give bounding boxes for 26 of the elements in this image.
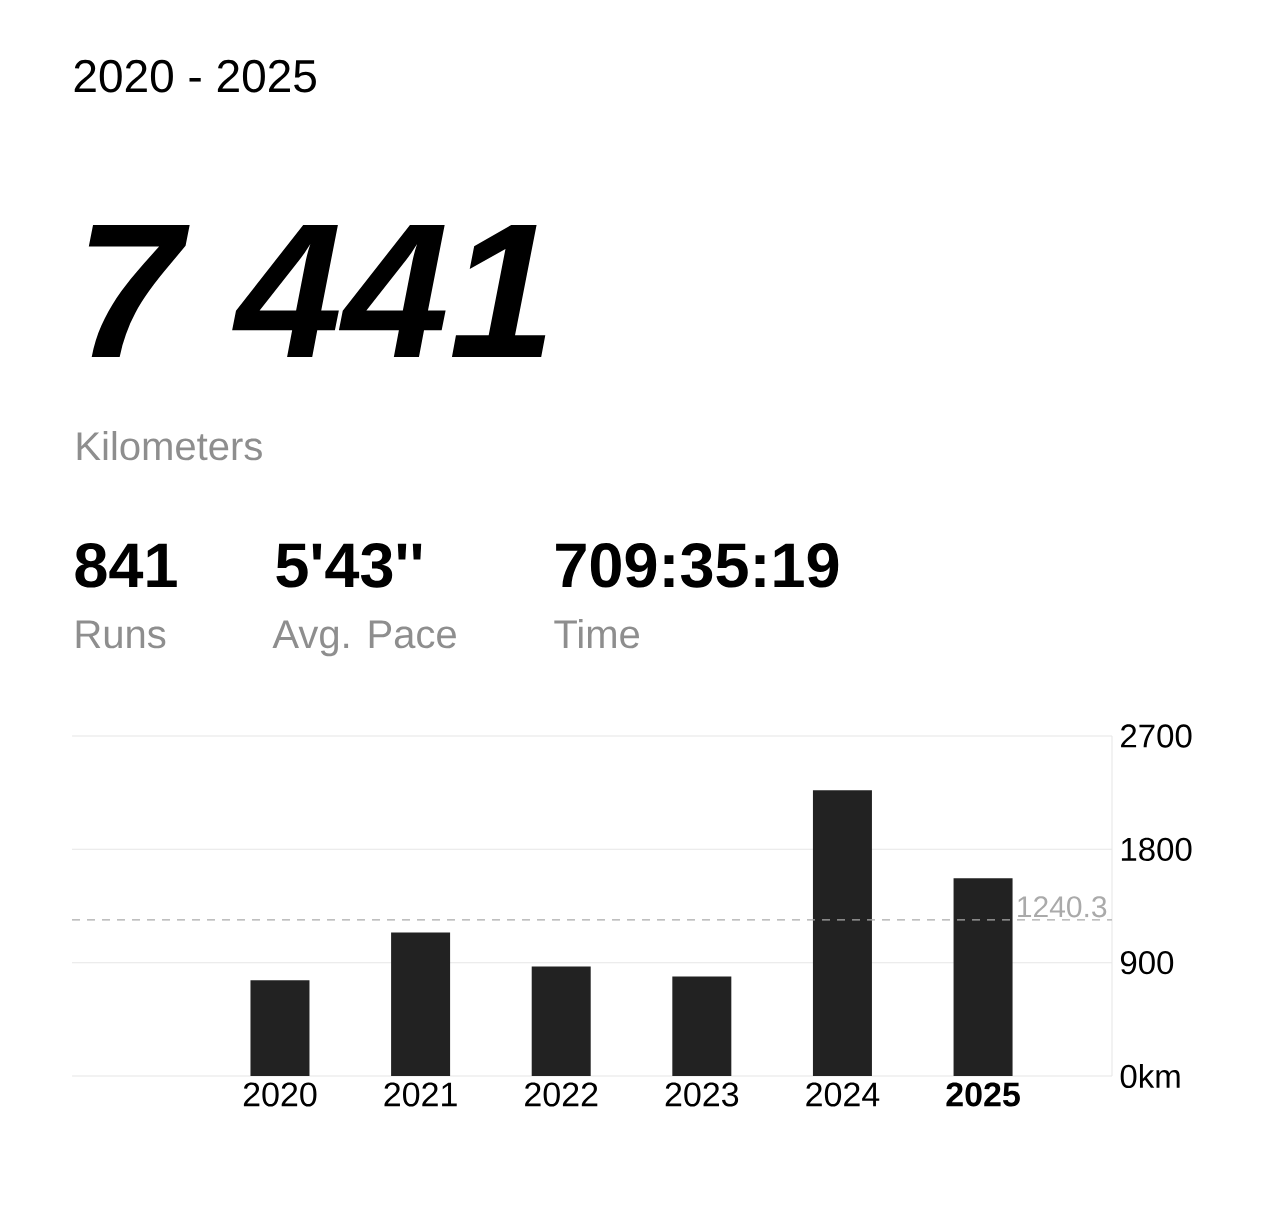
chart-title: 2020 - 2025 (74, 59, 316, 93)
text: Time (554, 619, 640, 649)
x-tick-label: 2020 (243, 1082, 317, 1107)
x-tick-label: 2023 (665, 1082, 739, 1107)
x-tick-label: 2021 (384, 1082, 457, 1107)
text: Kilometers (77, 431, 262, 461)
text: 709:35:19 (556, 543, 839, 588)
text: 841 (75, 543, 177, 588)
y-tick-label: 0km (1120, 1063, 1180, 1089)
x-tick-label: 2022 (525, 1082, 598, 1107)
text: 5'43'' (276, 543, 422, 588)
x-tick-label: 2025 (946, 1082, 1020, 1107)
bar (672, 976, 732, 1076)
bar (531, 966, 591, 1076)
bar (391, 932, 451, 1076)
x-tick-label: 2024 (806, 1082, 880, 1107)
text: Avg. Pace (272, 620, 456, 657)
y-tick-label: 900 (1120, 950, 1174, 975)
bar (953, 878, 1013, 1076)
ref-line-label: 1240.3 (1018, 896, 1107, 918)
text: Runs (76, 620, 166, 649)
text: 7 441 (88, 224, 546, 357)
bar (812, 790, 872, 1076)
y-tick-label: 2700 (1121, 724, 1192, 748)
bar (250, 980, 310, 1076)
y-tick-label: 1800 (1121, 837, 1192, 862)
